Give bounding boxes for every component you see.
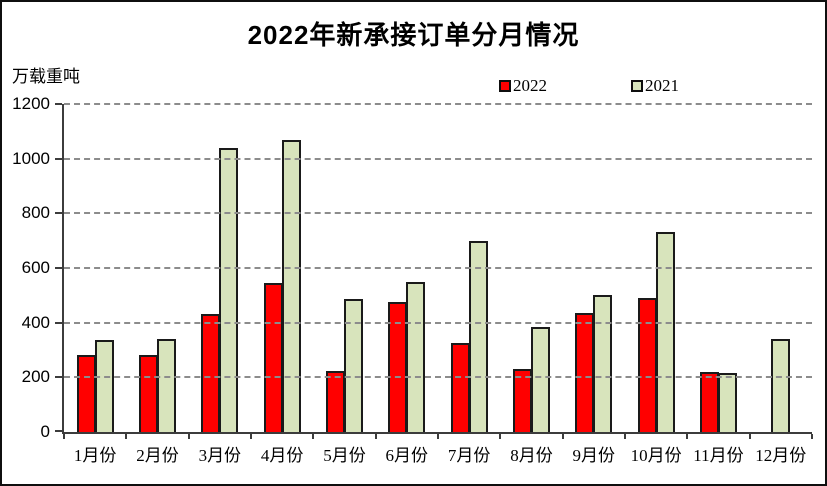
bar-2022-5月份 (325, 370, 345, 432)
bar-2021-1月份 (94, 340, 114, 432)
legend-swatch-2022-icon (499, 80, 511, 92)
bar-group-1月份 (64, 104, 126, 432)
x-tick-mark-6 (437, 434, 439, 439)
legend-label-2022: 2022 (513, 76, 547, 95)
x-axis-label-9月份: 9月份 (572, 446, 616, 465)
gridline-600 (64, 267, 812, 269)
bar-2022-2月份 (138, 355, 158, 432)
y-axis-unit-label: 万载重吨 (12, 67, 80, 86)
bar-2022-10月份 (637, 298, 657, 432)
y-tick-label-200: 200 (21, 367, 50, 387)
y-tick-label-1000: 1000 (12, 148, 50, 168)
x-tick-mark-5 (374, 434, 377, 439)
x-tick-mark-1 (125, 434, 128, 439)
bar-group-7月份 (438, 104, 500, 432)
x-tick-mark-9 (624, 434, 626, 439)
x-axis-label-2月份: 2月份 (136, 446, 179, 465)
bar-2022-7月份 (450, 343, 470, 432)
y-tick-mark-200 (55, 376, 62, 379)
legend-swatch-2021-icon (631, 80, 643, 92)
gridline-400 (64, 321, 812, 324)
chart-title: 2022年新承接订单分月情况 (247, 20, 580, 50)
bar-2022-3月份 (201, 314, 221, 432)
bar-group-2月份 (126, 104, 188, 432)
bar-group-9月份 (563, 104, 625, 432)
y-tick-mark-1200 (55, 103, 62, 105)
bar-group-11月份 (687, 104, 749, 432)
x-tick-mark-12 (811, 434, 813, 439)
y-tick-mark-800 (55, 212, 62, 215)
bar-group-5月份 (313, 104, 375, 432)
x-tick-mark-11 (748, 434, 751, 439)
gridline-200 (64, 376, 812, 379)
y-tick-label-400: 400 (21, 312, 50, 332)
x-axis-label-4月份: 4月份 (260, 446, 304, 465)
bar-series-container (64, 104, 812, 432)
y-tick-mark-400 (55, 321, 62, 324)
legend-entry-2022: 2022 (499, 76, 547, 96)
bar-2022-11月份 (699, 371, 719, 432)
bar-2022-1月份 (76, 355, 96, 432)
x-axis-label-10月份: 10月份 (630, 446, 682, 465)
x-tick-mark-2 (187, 434, 190, 439)
bar-2021-10月份 (655, 232, 675, 432)
x-axis-labels: 1月份 2月份 3月份 4月份 5月份 6月份 7月份 8月份 9月份 10月份 11月份 12月份 (64, 441, 812, 466)
y-tick-mark-600 (55, 267, 62, 269)
x-axis-label-7月份: 7月份 (447, 446, 491, 465)
x-axis-label-1月份: 1月份 (73, 446, 117, 465)
bar-2021-12月份 (770, 339, 790, 432)
x-tick-mark-7 (499, 434, 502, 439)
bar-2021-2月份 (156, 339, 176, 432)
y-tick-mark-1000 (55, 157, 62, 160)
y-tick-label-0: 0 (40, 422, 50, 441)
y-tick-label-1200: 1200 (12, 94, 50, 113)
x-axis-label-5月份: 5月份 (323, 446, 366, 465)
bar-2021-3月份 (219, 147, 239, 432)
bar-2021-5月份 (343, 299, 363, 432)
x-tick-mark-4 (312, 434, 315, 439)
y-tick-label-600: 600 (21, 258, 50, 277)
x-axis-label-12月份: 12月份 (755, 446, 807, 465)
y-tick-mark-0 (55, 430, 62, 432)
legend-entry-2021: 2021 (631, 76, 679, 96)
bar-2022-9月份 (575, 313, 595, 432)
x-tick-mark-8 (561, 434, 564, 439)
x-tick-mark-0 (63, 434, 65, 439)
x-axis-label-8月份: 8月份 (510, 446, 553, 465)
bar-2021-9月份 (593, 295, 613, 432)
bar-2021-4月份 (281, 139, 301, 432)
gridline-1200 (64, 103, 812, 105)
bar-group-12月份 (750, 104, 812, 432)
legend: 2022 2021 (499, 76, 679, 96)
y-tick-label-800: 800 (21, 203, 50, 223)
bar-2022-8月份 (512, 369, 532, 432)
bar-group-10月份 (625, 104, 687, 432)
bar-group-3月份 (189, 104, 251, 432)
x-axis-label-6月份: 6月份 (385, 446, 429, 465)
bar-2021-11月份 (717, 373, 737, 432)
bar-2022-4月份 (263, 283, 283, 432)
plot-area (55, 103, 813, 439)
gridline-1000 (64, 157, 812, 160)
x-tick-mark-3 (250, 434, 252, 439)
bar-2021-8月份 (530, 326, 550, 432)
x-axis-label-3月份: 3月份 (198, 446, 242, 465)
x-axis-label-11月份: 11月份 (693, 446, 744, 465)
gridline-800 (64, 212, 812, 215)
legend-label-2021: 2021 (645, 76, 679, 95)
bar-group-6月份 (376, 104, 438, 432)
x-tick-mark-10 (686, 434, 689, 439)
bar-group-8月份 (500, 104, 562, 432)
bar-2021-6月份 (406, 281, 426, 432)
bar-2021-7月份 (468, 240, 488, 432)
